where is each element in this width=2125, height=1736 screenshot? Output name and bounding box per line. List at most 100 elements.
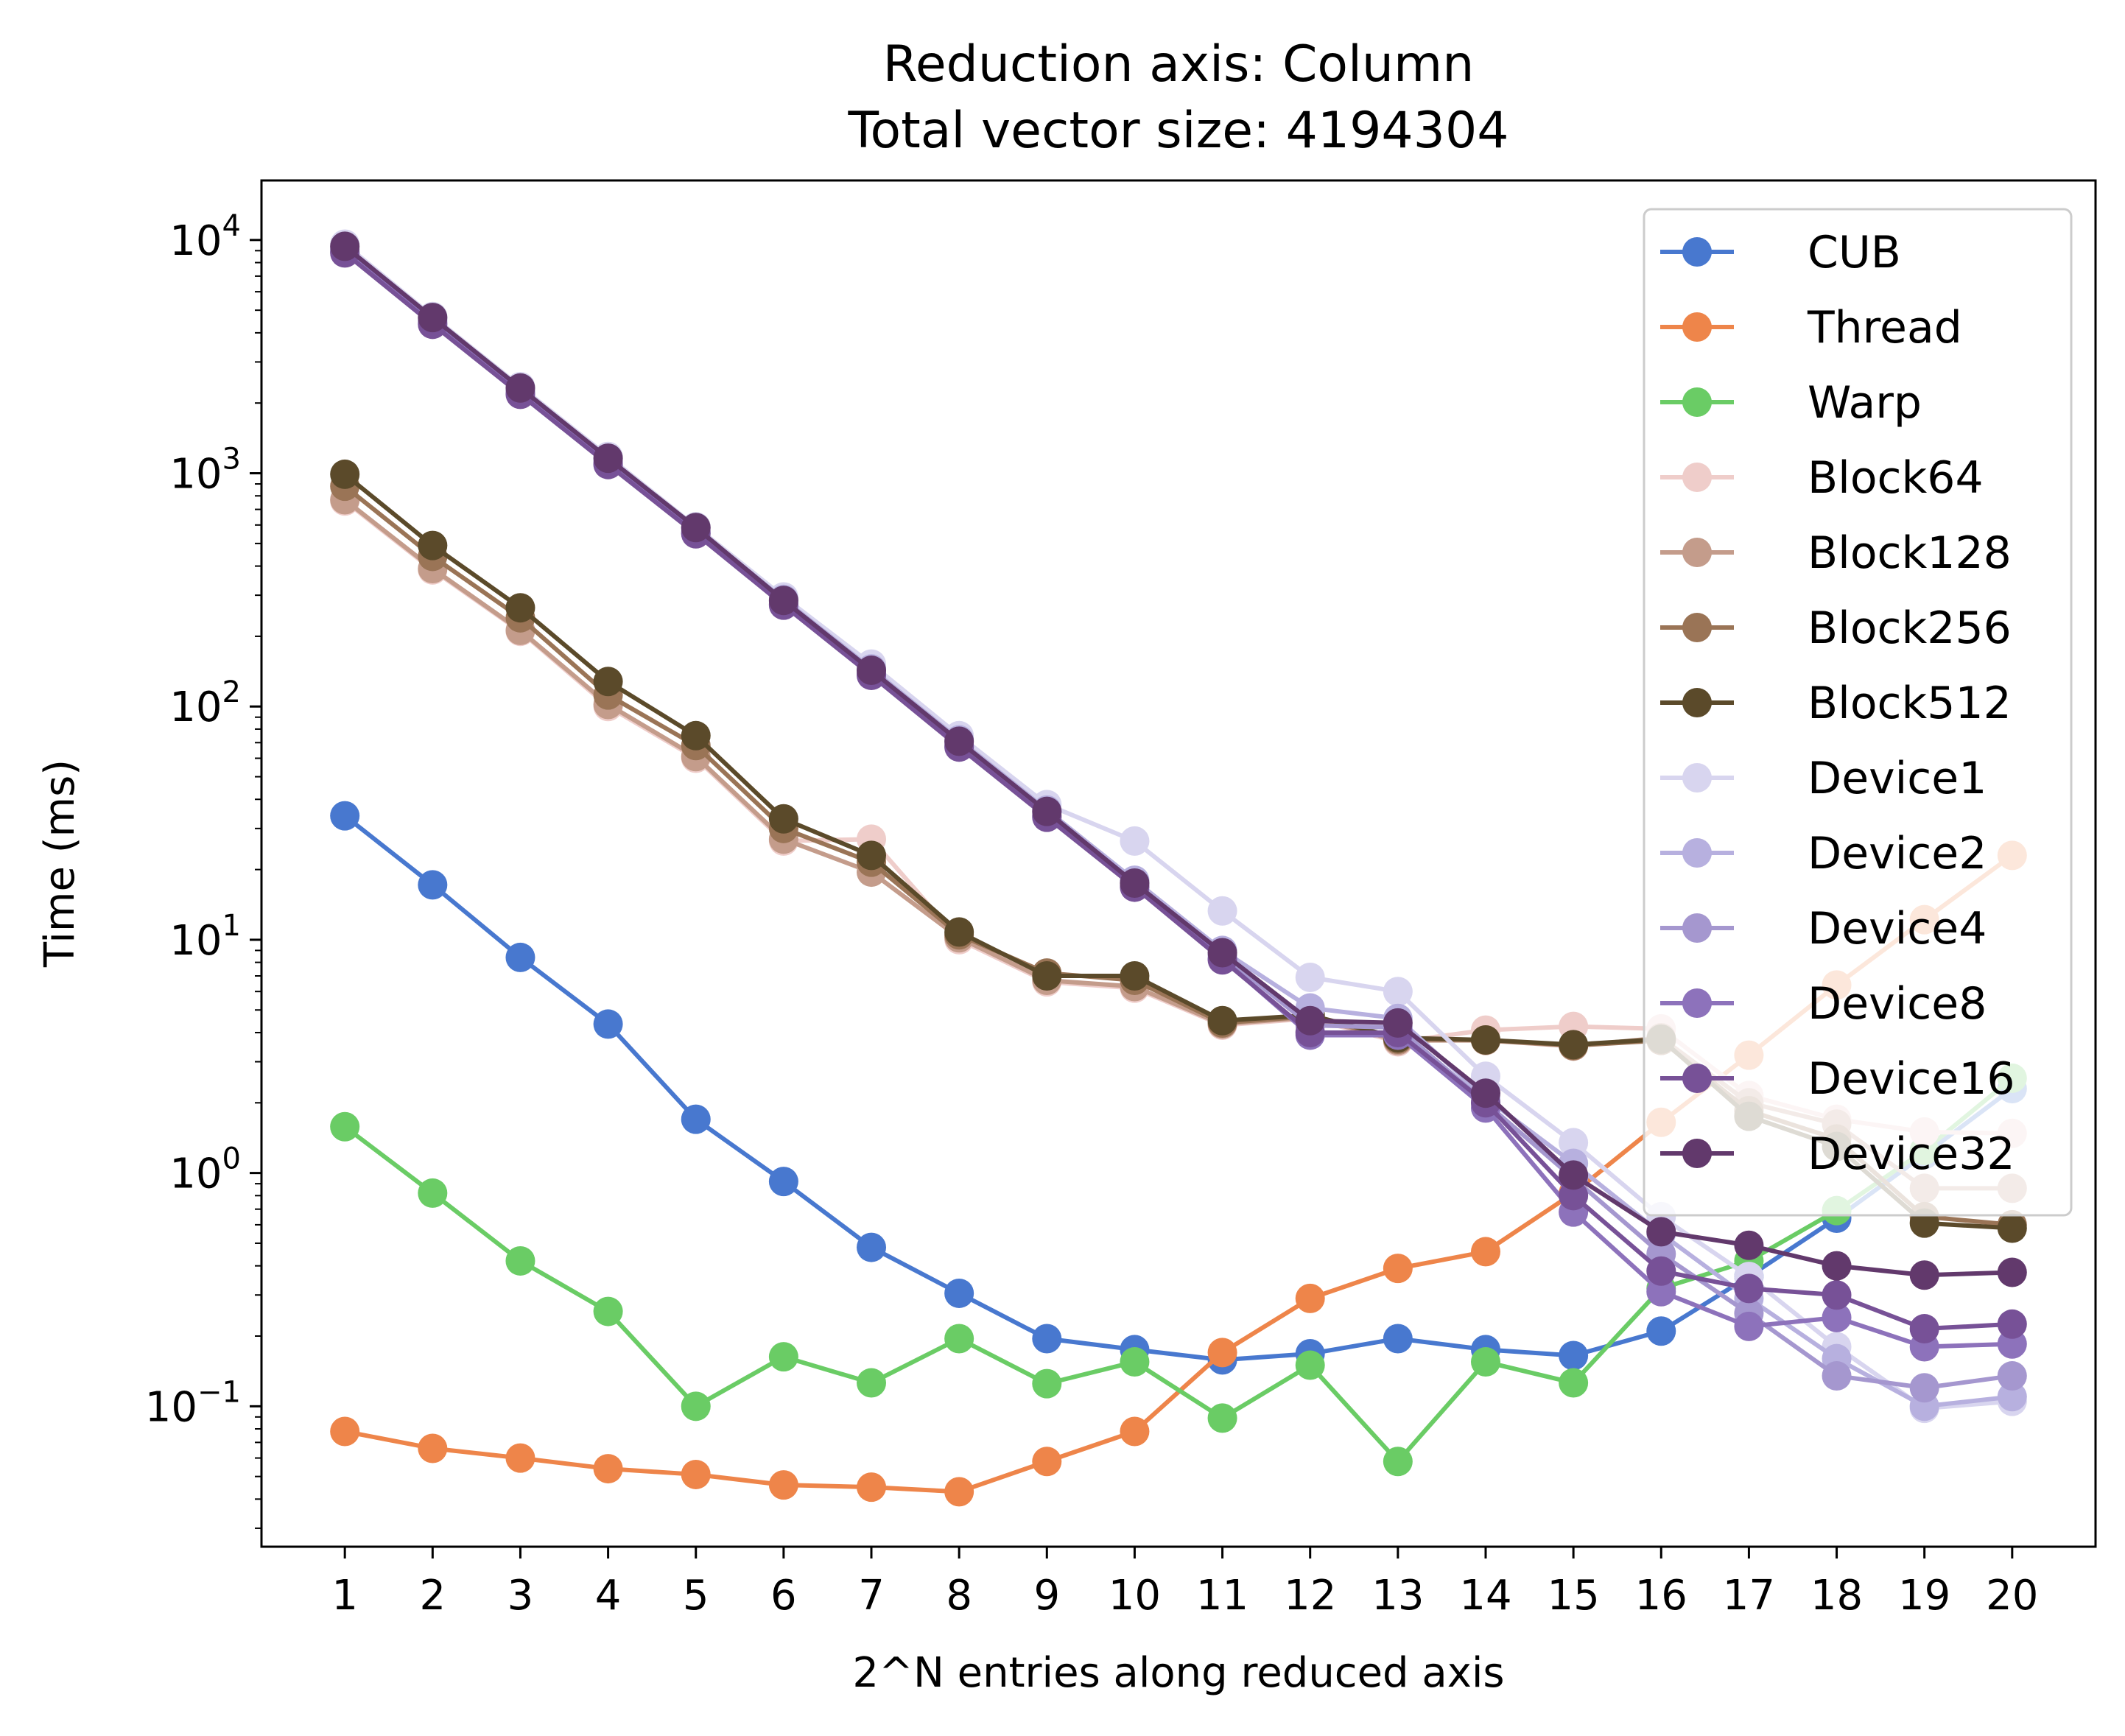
legend-label: Device16 <box>1808 1053 2015 1105</box>
data-point <box>944 1324 974 1354</box>
data-point <box>681 1459 711 1489</box>
data-point <box>593 443 623 474</box>
data-point <box>418 870 448 900</box>
data-point <box>593 1009 623 1039</box>
data-point <box>418 1178 448 1208</box>
data-point <box>1559 1030 1589 1060</box>
data-point <box>1559 1368 1589 1398</box>
y-axis-label: Time (ms) <box>36 759 84 968</box>
data-point <box>1470 1237 1500 1267</box>
data-point <box>593 1296 623 1326</box>
x-tick-label: 2 <box>420 1572 446 1620</box>
data-point <box>1734 1311 1764 1341</box>
data-point <box>1470 1347 1500 1377</box>
chart-title: Reduction axis: Column <box>883 35 1475 94</box>
data-point <box>1032 1368 1062 1399</box>
data-point <box>768 804 798 834</box>
plot-area <box>330 229 2027 1507</box>
data-point <box>330 231 360 261</box>
data-point <box>857 1368 887 1398</box>
y-tick-label: 104 <box>169 209 241 265</box>
legend-marker <box>1682 613 1712 642</box>
data-point <box>1646 1316 1676 1346</box>
x-tick-label: 6 <box>770 1572 797 1620</box>
y-tick-label: 101 <box>169 909 241 965</box>
legend-label: Thread <box>1807 302 1962 354</box>
data-point <box>857 840 887 871</box>
data-point <box>857 1232 887 1262</box>
x-tick-label: 16 <box>1635 1572 1687 1620</box>
data-point <box>1646 1217 1676 1247</box>
data-point <box>1559 1340 1589 1371</box>
data-point <box>1295 1283 1325 1313</box>
data-point <box>1822 1361 1852 1391</box>
data-point <box>1909 1314 1939 1344</box>
data-point <box>1295 962 1325 992</box>
legend-item: Device2 <box>1660 828 1987 879</box>
x-tick-label: 3 <box>507 1572 534 1620</box>
legend-marker <box>1682 387 1712 417</box>
data-point <box>1822 1302 1852 1332</box>
data-point <box>768 1342 798 1372</box>
data-point <box>1207 896 1237 926</box>
legend-item: Block128 <box>1660 527 2012 579</box>
data-point <box>1997 1361 2027 1391</box>
legend-label: Device4 <box>1808 903 1987 955</box>
x-tick-label: 18 <box>1810 1572 1863 1620</box>
legend-label: Block64 <box>1808 452 1984 504</box>
data-point <box>1734 1230 1764 1260</box>
data-point <box>505 373 535 403</box>
series-device32 <box>330 231 2027 1290</box>
data-point <box>1646 1276 1676 1307</box>
data-point <box>505 1443 535 1473</box>
data-point <box>681 720 711 751</box>
legend-item: Device32 <box>1660 1128 2015 1180</box>
x-tick-label: 13 <box>1371 1572 1424 1620</box>
x-axis-label: 2^N entries along reduced axis <box>852 1649 1504 1697</box>
data-point <box>1909 1373 1939 1403</box>
data-point <box>1559 1128 1589 1158</box>
data-point <box>1734 1273 1764 1304</box>
x-tick-label: 15 <box>1547 1572 1599 1620</box>
data-point <box>1909 1260 1939 1290</box>
legend-item: Device8 <box>1660 978 1987 1030</box>
x-tick-label: 20 <box>1986 1572 2038 1620</box>
x-tick-label: 17 <box>1723 1572 1775 1620</box>
data-point <box>1383 1324 1413 1354</box>
x-tick-label: 14 <box>1459 1572 1511 1620</box>
data-point <box>1997 1213 2027 1243</box>
legend-marker <box>1682 763 1712 793</box>
series-line <box>343 251 2012 1332</box>
legend-frame <box>1643 208 2073 1217</box>
legend-marker <box>1682 838 1712 868</box>
y-axis: 10−1 100 101 102 103 104 <box>145 209 261 1529</box>
legend-item: Block64 <box>1660 452 1984 504</box>
data-point <box>768 1167 798 1197</box>
data-point <box>1032 1447 1062 1477</box>
legend-marker <box>1682 688 1712 717</box>
y-tick-label: 103 <box>169 443 241 499</box>
data-point <box>944 726 974 756</box>
data-point <box>505 942 535 972</box>
data-point <box>330 801 360 831</box>
data-point <box>418 303 448 333</box>
legend-item: Device1 <box>1660 753 1987 804</box>
data-point <box>944 1278 974 1308</box>
data-point <box>330 1416 360 1447</box>
legend-marker <box>1682 463 1712 492</box>
data-point <box>1032 796 1062 826</box>
data-point <box>418 1433 448 1463</box>
x-tick-label: 9 <box>1033 1572 1060 1620</box>
data-point <box>1383 1008 1413 1038</box>
data-point <box>1207 1403 1237 1433</box>
x-axis: 1 2 3 4 5 6 7 8 9 10 11 12 13 14 15 16 17 18 19 20 <box>331 1547 2038 1620</box>
legend-marker <box>1682 237 1712 267</box>
legend-item: Warp <box>1660 377 1922 429</box>
x-tick-label: 7 <box>858 1572 885 1620</box>
legend-label: Block256 <box>1808 602 2012 654</box>
data-point <box>1120 826 1150 856</box>
legend-marker <box>1682 312 1712 342</box>
data-point <box>505 1245 535 1276</box>
legend-label: Device32 <box>1808 1128 2015 1180</box>
legend-label: Block128 <box>1808 527 2012 579</box>
